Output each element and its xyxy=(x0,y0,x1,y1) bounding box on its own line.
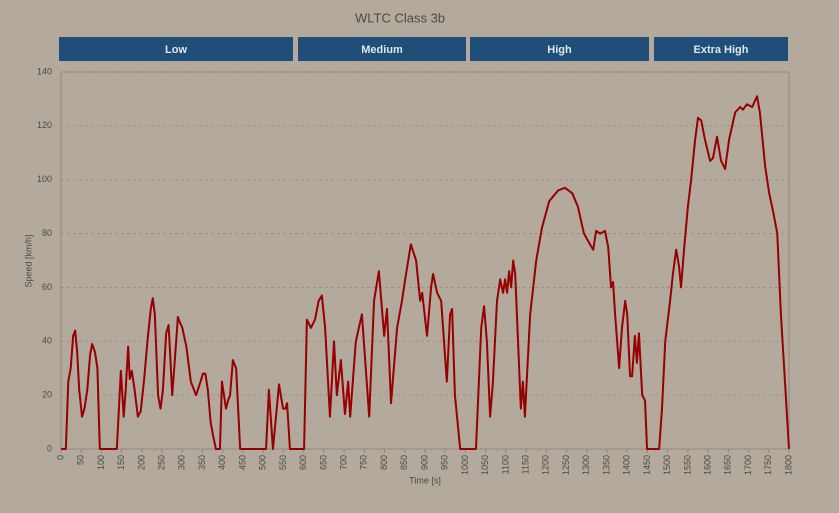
x-tick-label: 300 xyxy=(177,455,187,470)
y-tick-label: 60 xyxy=(42,282,52,292)
phase-band xyxy=(470,37,649,61)
x-tick-label: 400 xyxy=(217,455,227,470)
y-tick-label: 120 xyxy=(37,120,52,130)
x-tick-label: 750 xyxy=(359,455,369,470)
y-tick-label: 140 xyxy=(37,66,52,76)
x-tick-label: 850 xyxy=(399,455,409,470)
x-tick-label: 350 xyxy=(197,455,207,470)
x-tick-label: 1000 xyxy=(460,455,470,475)
phase-label: High xyxy=(547,44,572,56)
x-tick-label: 550 xyxy=(278,455,288,470)
y-axis-label: Speed [km/h] xyxy=(23,234,33,287)
x-tick-label: 1050 xyxy=(480,455,490,475)
x-tick-label: 450 xyxy=(237,455,247,470)
x-tick-label: 50 xyxy=(76,455,86,465)
chart-title: WLTC Class 3b xyxy=(355,10,445,25)
y-tick-label: 100 xyxy=(37,174,52,184)
x-tick-label: 1700 xyxy=(743,455,753,475)
x-tick-label: 500 xyxy=(258,455,268,470)
x-tick-label: 1300 xyxy=(581,455,591,475)
x-tick-label: 1500 xyxy=(662,455,672,475)
x-tick-label: 700 xyxy=(338,455,348,470)
phase-label: Medium xyxy=(361,44,403,56)
x-tick-label: 1800 xyxy=(783,455,793,475)
y-tick-label: 80 xyxy=(42,228,52,238)
x-tick-label: 1750 xyxy=(763,455,773,475)
x-tick-label: 1400 xyxy=(622,455,632,475)
x-tick-label: 150 xyxy=(116,455,126,470)
x-tick-label: 200 xyxy=(136,455,146,470)
phase-label: Low xyxy=(165,44,187,56)
x-tick-label: 0 xyxy=(55,455,65,460)
x-tick-label: 100 xyxy=(96,455,106,470)
x-tick-label: 900 xyxy=(419,455,429,470)
x-tick-label: 650 xyxy=(318,455,328,470)
x-tick-label: 600 xyxy=(298,455,308,470)
x-tick-label: 1600 xyxy=(702,455,712,475)
x-tick-label: 1250 xyxy=(561,455,571,475)
x-tick-label: 1150 xyxy=(520,455,530,474)
phase-label: Extra High xyxy=(693,44,748,56)
speed-line xyxy=(61,95,790,450)
x-tick-label: 800 xyxy=(379,455,389,470)
x-tick-label: 1350 xyxy=(601,455,611,475)
y-tick-label: 0 xyxy=(47,443,52,453)
x-tick-label: 1100 xyxy=(500,455,510,474)
plot-frame xyxy=(60,71,790,450)
phase-band xyxy=(654,37,788,61)
x-axis-label: Time [s] xyxy=(409,475,441,485)
x-tick-label: 950 xyxy=(440,455,450,470)
x-tick-label: 1550 xyxy=(682,455,692,475)
x-tick-label: 250 xyxy=(156,455,166,470)
phase-band xyxy=(59,37,293,61)
x-tick-label: 1200 xyxy=(541,455,551,475)
y-tick-label: 20 xyxy=(42,390,52,400)
x-tick-label: 1650 xyxy=(723,455,733,475)
x-tick-label: 1450 xyxy=(642,455,652,475)
phase-band xyxy=(298,37,466,61)
y-tick-label: 40 xyxy=(42,336,52,346)
